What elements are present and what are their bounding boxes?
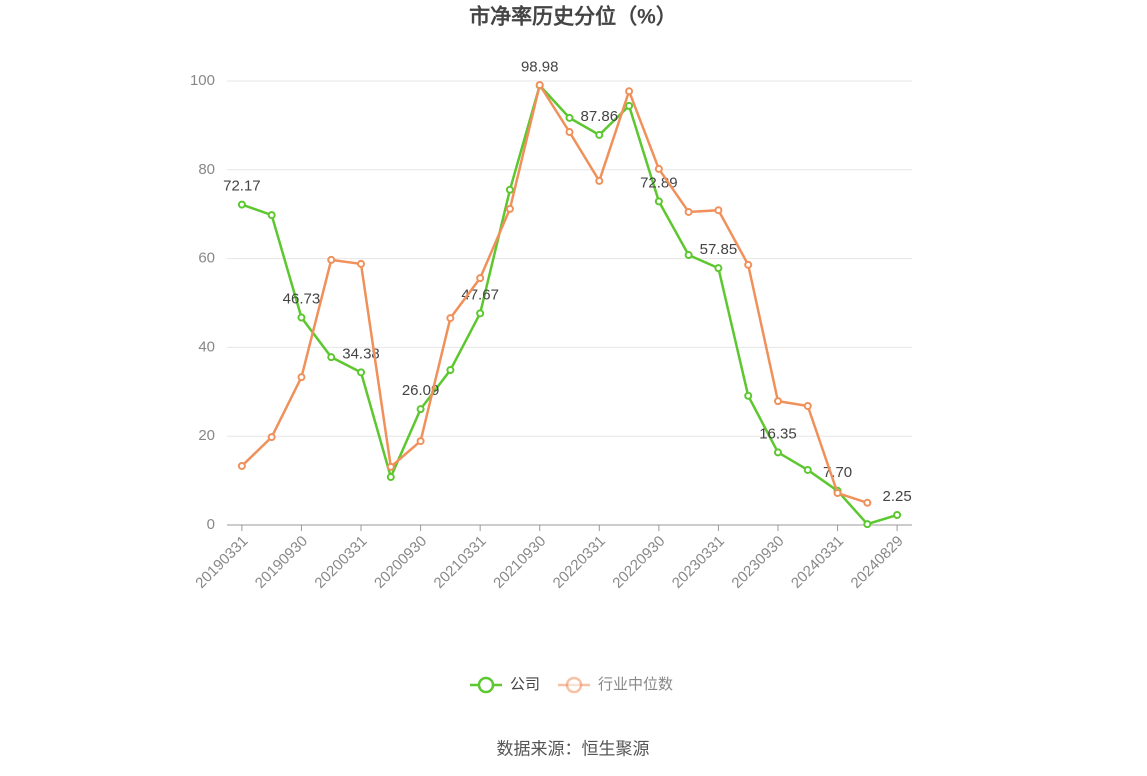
data-label: 57.85 <box>700 241 738 258</box>
x-tick-label: 20200331 <box>311 533 370 592</box>
x-tick-label: 20230930 <box>728 533 787 592</box>
point <box>565 128 574 137</box>
x-tick-label: 20240331 <box>788 533 847 592</box>
point <box>773 397 782 406</box>
y-tick-label: 60 <box>198 250 215 267</box>
point <box>416 437 425 446</box>
point <box>386 462 395 471</box>
point <box>744 391 753 400</box>
x-tick-label: 20230331 <box>669 533 728 592</box>
legend-label: 行业中位数 <box>598 676 673 693</box>
y-tick-label: 20 <box>198 427 215 444</box>
x-tick-label: 20210331 <box>431 533 490 592</box>
x-tick-label: 20190930 <box>252 533 311 592</box>
data-label: 72.89 <box>640 174 678 191</box>
point <box>357 368 366 377</box>
point <box>416 405 425 414</box>
series-line <box>241 81 868 504</box>
data-label: 34.38 <box>342 345 380 362</box>
point <box>773 448 782 457</box>
point <box>446 366 455 375</box>
point <box>505 185 514 194</box>
data-label: 87.86 <box>581 108 619 125</box>
point <box>267 211 276 220</box>
legend-marker <box>477 676 495 694</box>
y-tick-label: 40 <box>198 338 215 355</box>
point <box>297 373 306 382</box>
point <box>684 207 693 216</box>
point <box>505 204 514 213</box>
y-tick-label: 100 <box>190 72 215 89</box>
point <box>476 274 485 283</box>
x-tick-label: 20220930 <box>609 533 668 592</box>
point <box>535 80 544 89</box>
x-tick-label: 20190331 <box>192 533 251 592</box>
point <box>237 461 246 470</box>
point <box>565 113 574 122</box>
point <box>625 101 634 110</box>
data-label: 16.35 <box>759 425 797 442</box>
point <box>267 433 276 442</box>
point <box>654 197 663 206</box>
point <box>863 520 872 529</box>
data-label: 46.73 <box>283 290 321 307</box>
point <box>744 260 753 269</box>
point <box>714 206 723 215</box>
data-label: 26.09 <box>402 382 440 399</box>
x-tick-label: 20220331 <box>550 533 609 592</box>
point <box>833 489 842 498</box>
point <box>863 498 872 507</box>
point <box>714 264 723 273</box>
point <box>654 164 663 173</box>
point <box>446 314 455 323</box>
legend-label: 公司 <box>510 676 540 693</box>
point <box>476 309 485 318</box>
point <box>893 511 902 520</box>
x-tick-label: 20240829 <box>848 533 907 592</box>
point <box>357 259 366 268</box>
y-tick-label: 0 <box>207 516 215 533</box>
legend-marker <box>565 676 583 694</box>
point <box>327 255 336 264</box>
x-tick-label: 20200930 <box>371 533 430 592</box>
point <box>595 176 604 185</box>
series-line <box>241 83 898 526</box>
point <box>297 313 306 322</box>
point <box>595 130 604 139</box>
point <box>803 402 812 411</box>
y-tick-label: 80 <box>198 161 215 178</box>
data-label: 2.25 <box>883 488 912 505</box>
x-tick-label: 20210930 <box>490 533 549 592</box>
point <box>237 200 246 209</box>
point <box>803 465 812 474</box>
data-label: 98.98 <box>521 58 559 75</box>
data-label: 72.17 <box>223 178 261 195</box>
point <box>625 87 634 96</box>
source: 数据来源：恒生聚源 <box>497 739 650 758</box>
point <box>386 473 395 482</box>
point <box>684 251 693 260</box>
point <box>327 353 336 362</box>
chart-title: 市净率历史分位（%） <box>469 5 677 29</box>
